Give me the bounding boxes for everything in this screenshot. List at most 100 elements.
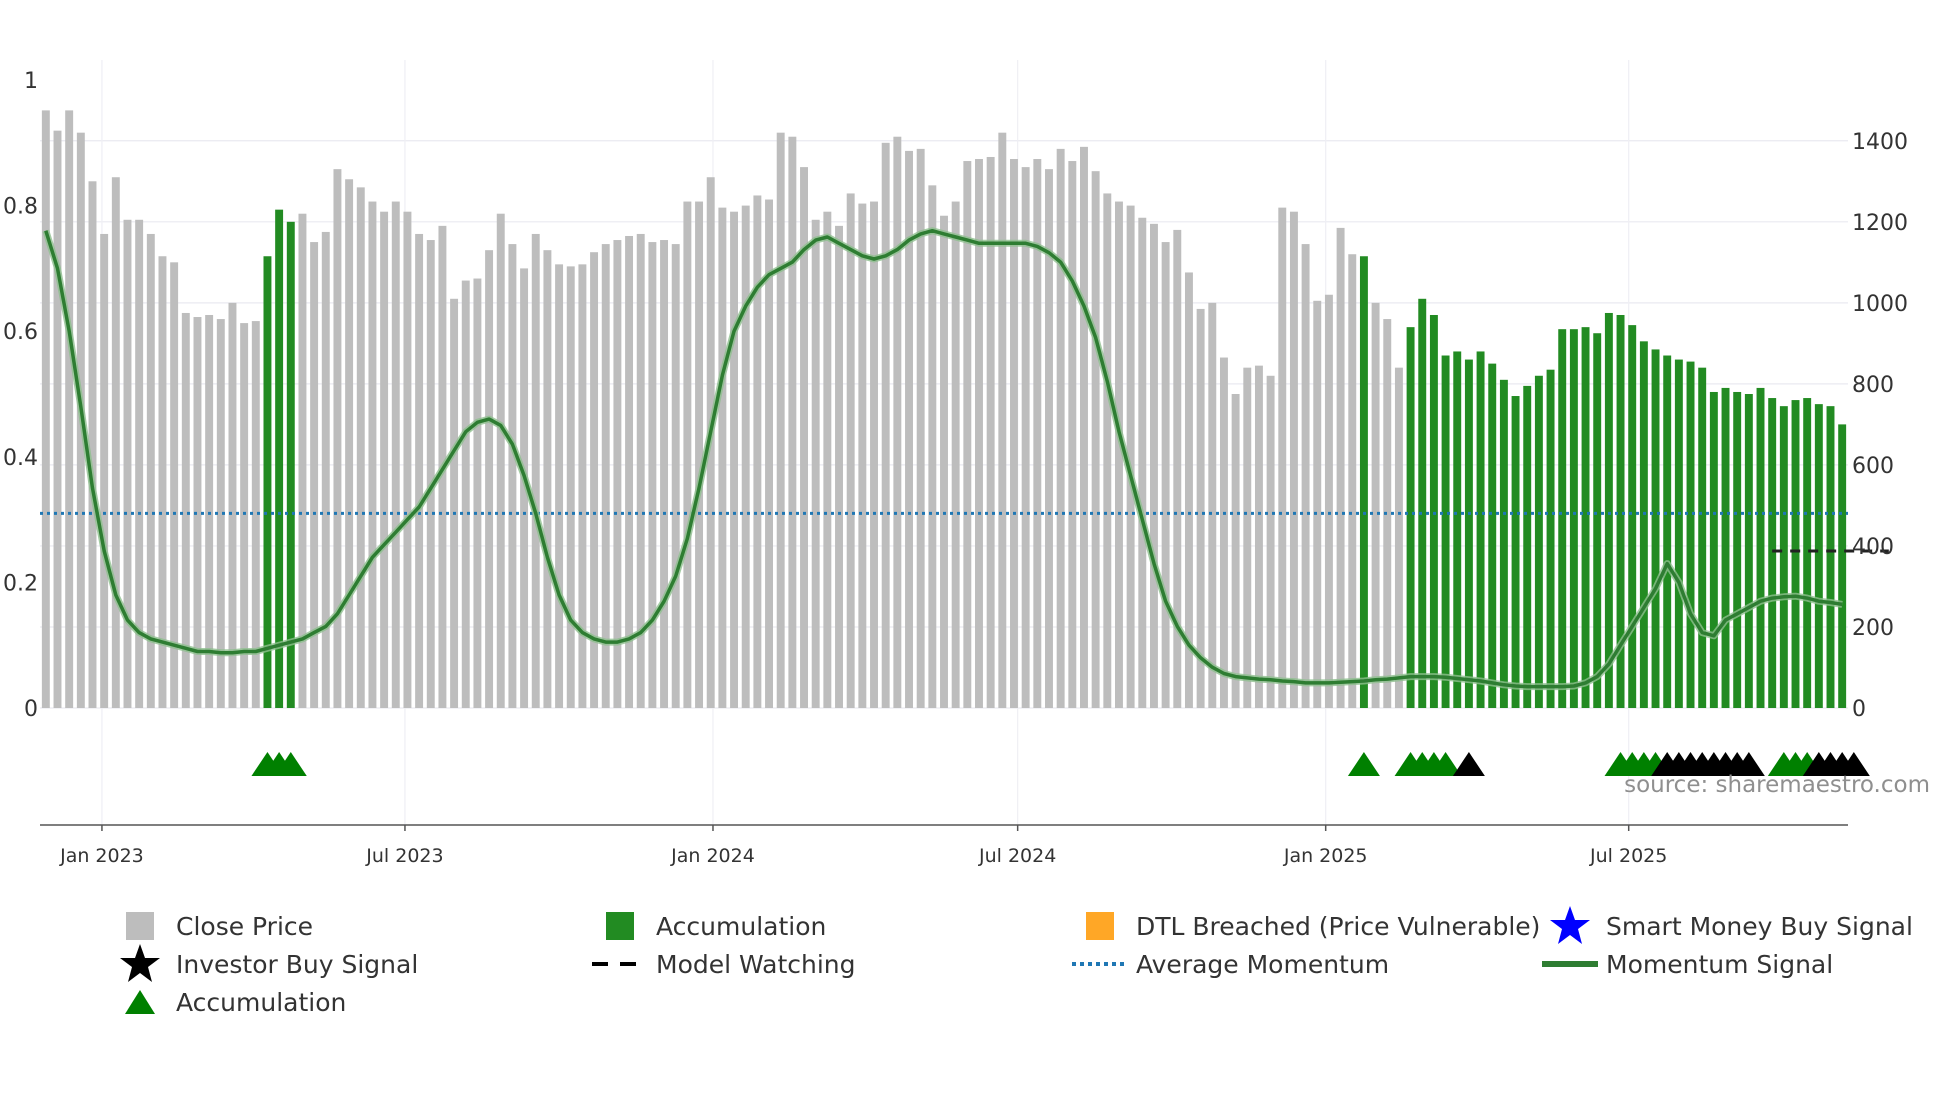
accumulation-bar xyxy=(1803,398,1812,708)
accumulation-bar xyxy=(1406,327,1415,708)
accumulation-marker xyxy=(274,752,307,776)
close-price-bar xyxy=(1103,193,1112,708)
close-price-bar xyxy=(461,280,470,708)
close-price-bar xyxy=(870,201,878,708)
close-price-bar xyxy=(146,233,155,708)
right-tick-label: 600 xyxy=(1852,454,1894,479)
momentum-line-group xyxy=(42,227,1843,691)
right-tick-label: 800 xyxy=(1852,373,1894,398)
accumulation-marker xyxy=(1347,752,1380,776)
close-price-bar xyxy=(1115,201,1123,708)
source-label: source: sharemaestro.com xyxy=(1624,772,1930,798)
close-price-bar xyxy=(251,321,260,708)
close-price-bar xyxy=(601,244,610,708)
signal-markers xyxy=(251,752,1870,776)
close-price-bar xyxy=(1045,169,1053,708)
close-price-bar xyxy=(1394,367,1403,708)
close-price-bar xyxy=(531,233,540,708)
close-price-bar xyxy=(1289,211,1298,708)
left-tick-label: 0 xyxy=(24,697,38,722)
close-price-bar xyxy=(380,211,389,708)
close-price-bar xyxy=(158,256,167,708)
close-price-bar xyxy=(1336,227,1345,709)
left-tick-label: 0.6 xyxy=(3,320,38,345)
close-price-bar xyxy=(1184,272,1193,708)
accumulation-bar xyxy=(1791,400,1800,708)
close-price-bar xyxy=(1091,171,1100,709)
close-price-bar xyxy=(928,185,937,709)
accumulation-bar xyxy=(1779,406,1788,708)
investor-buy-marker xyxy=(1837,752,1870,776)
close-price-bar xyxy=(811,219,820,708)
close-price-bar xyxy=(741,205,750,708)
close-price-bar xyxy=(1254,365,1263,708)
close-price-bar xyxy=(566,266,575,708)
close-price-bar xyxy=(951,201,960,708)
close-price-bar xyxy=(496,213,505,708)
close-price-bar xyxy=(100,233,109,708)
accumulation-bar xyxy=(1441,355,1450,708)
close-price-bar xyxy=(835,225,843,708)
close-price-bar xyxy=(65,110,74,709)
accumulation-bar xyxy=(1721,387,1730,708)
close-price-bar xyxy=(298,213,307,708)
accumulation-bar xyxy=(1628,325,1637,708)
close-price-bar xyxy=(776,132,785,709)
close-price-bar xyxy=(765,199,773,708)
close-price-bar xyxy=(1161,242,1170,708)
close-price-bar xyxy=(753,195,762,709)
close-price-bar xyxy=(1266,375,1275,708)
accumulation-bar xyxy=(1616,314,1625,708)
close-price-bar xyxy=(893,136,902,708)
accumulation-bar xyxy=(1523,385,1532,708)
close-price-bar xyxy=(695,201,704,708)
x-tick-label: Jan 2025 xyxy=(1283,845,1368,867)
accumulation-bar xyxy=(1499,379,1508,708)
x-tick-label: Jul 2023 xyxy=(365,845,443,867)
x-tick-label: Jul 2025 xyxy=(1589,845,1667,867)
close-price-bar xyxy=(1348,254,1357,708)
close-price-bar xyxy=(403,211,412,708)
close-price-bar xyxy=(846,193,855,708)
close-price-bar xyxy=(881,142,890,709)
accumulation-bar xyxy=(1511,396,1520,708)
close-price-bar xyxy=(228,302,237,708)
close-price-bar xyxy=(1196,308,1205,708)
close-price-bar xyxy=(1021,167,1030,708)
close-price-bar xyxy=(555,264,564,708)
right-tick-label: 1400 xyxy=(1852,130,1908,155)
accumulation-bar xyxy=(1768,398,1777,708)
close-price-bar xyxy=(1219,357,1228,708)
right-tick-label: 0 xyxy=(1852,697,1866,722)
close-price-bar xyxy=(1231,394,1240,708)
left-tick-label: 0.4 xyxy=(3,446,38,471)
close-price-bar xyxy=(543,250,552,709)
close-price-bar xyxy=(718,207,727,709)
close-price-bar xyxy=(800,167,808,708)
accumulation-bar xyxy=(1814,404,1823,708)
accumulation-bar xyxy=(275,209,284,708)
accumulation-bar xyxy=(1464,359,1473,708)
right-tick-label: 1000 xyxy=(1852,292,1908,317)
accumulation-bar xyxy=(1581,327,1590,708)
accumulation-bar xyxy=(1733,391,1742,708)
close-price-bar xyxy=(333,169,342,708)
close-price-bar xyxy=(485,250,494,709)
investor-buy-marker xyxy=(1732,752,1765,776)
close-price-bar xyxy=(1033,159,1042,708)
close-price-bar xyxy=(520,268,529,708)
accumulation-bar xyxy=(1826,406,1835,708)
close-price-bar xyxy=(858,203,867,708)
accumulation-bar xyxy=(1558,329,1567,708)
close-price-bar xyxy=(683,201,692,708)
accumulation-bar xyxy=(1534,375,1543,708)
right-tick-label: 200 xyxy=(1852,616,1894,641)
close-price-bar xyxy=(135,219,144,708)
close-price-bar xyxy=(205,314,214,708)
close-price-bar xyxy=(823,211,832,708)
close-price-bar xyxy=(648,242,657,708)
close-price-bar xyxy=(240,323,249,708)
close-price-bar xyxy=(170,262,179,708)
x-tick-label: Jul 2024 xyxy=(978,845,1056,867)
accumulation-bar xyxy=(1651,349,1660,708)
